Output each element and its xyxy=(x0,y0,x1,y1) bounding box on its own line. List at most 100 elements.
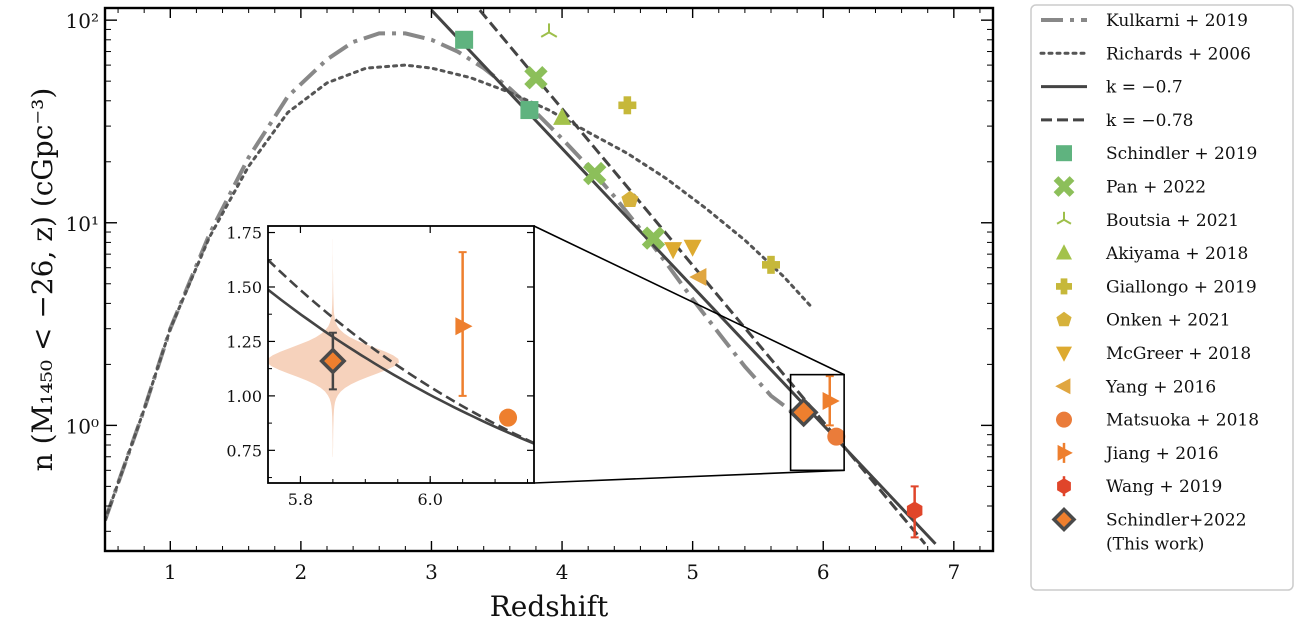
legend-label-point-3: Akiyama + 2018 xyxy=(1105,244,1248,264)
legend-marker-6 xyxy=(1056,346,1072,362)
inset-line-dashed xyxy=(268,258,534,445)
xtick-label-0: 1 xyxy=(164,560,177,584)
legend-marker-11-shape xyxy=(1051,507,1077,532)
inset-ytick-label-2: 1.25 xyxy=(226,332,262,351)
line-series-0 xyxy=(105,31,799,521)
legend-label-point-1: Pan + 2022 xyxy=(1106,178,1206,198)
inset-point-0 xyxy=(319,347,347,375)
inset-frame xyxy=(267,225,535,484)
point-3-0-shape xyxy=(553,107,572,125)
point-1-2-stroke-b xyxy=(641,226,666,250)
inset-line-solid xyxy=(268,288,534,445)
legend-marker-8-shape xyxy=(1056,411,1072,428)
ytick-label-0: 10⁰ xyxy=(66,414,99,438)
point-0-0 xyxy=(455,30,474,49)
inset-ytick-label-1: 1.00 xyxy=(226,387,262,406)
legend-marker-9-shape xyxy=(1057,444,1073,461)
point-6-1-shape xyxy=(683,239,702,257)
point-9-0 xyxy=(822,392,840,410)
legend-label-point-11: Schindler+2022 xyxy=(1106,511,1247,531)
legend-label-line-3: k = −0.78 xyxy=(1106,111,1193,131)
legend-label-point-11-line2: (This work) xyxy=(1106,535,1204,555)
inset-xtick-label-1: 6.0 xyxy=(417,490,442,509)
legend-marker-10 xyxy=(1057,478,1071,495)
point-1-1 xyxy=(583,161,607,186)
xtick-label-3: 4 xyxy=(556,560,569,584)
y-axis-label: n (M₁₄₅₀ < −26, z) (cGpc⁻³) xyxy=(26,88,59,472)
zoom-box xyxy=(789,373,845,472)
inset-ytick-label-4: 1.75 xyxy=(226,224,262,243)
point-0-1-shape xyxy=(520,101,539,120)
legend-marker-10-shape xyxy=(1057,478,1071,495)
legend-marker-9 xyxy=(1057,444,1073,461)
point-5-0-shape xyxy=(621,190,639,207)
point-1-2 xyxy=(641,226,666,250)
point-7-0-shape xyxy=(689,268,707,286)
points-group xyxy=(455,23,923,539)
point-1-1-stroke-b xyxy=(583,161,607,186)
inset-point-2-shape xyxy=(499,408,518,427)
legend-label-point-10: Wang + 2019 xyxy=(1106,477,1222,497)
point-6-0 xyxy=(664,242,683,260)
legend-label-line-1: Richards + 2006 xyxy=(1106,44,1251,64)
legend-marker-4-bar-v xyxy=(1060,278,1068,295)
ytick-label-2: 10² xyxy=(66,9,99,33)
point-10-0-shape xyxy=(906,501,923,520)
legend: Kulkarni + 2019 Richards + 2006 k = −0.7 k … xyxy=(1030,4,1294,591)
zoom-connector-bottom xyxy=(533,469,845,484)
inset-ytick-label-3: 1.50 xyxy=(226,278,262,297)
xtick-label-6: 7 xyxy=(947,560,960,584)
point-8-0 xyxy=(827,427,846,446)
point-4-1-bar-v xyxy=(767,255,775,274)
point-2-0-arm-c xyxy=(548,31,558,38)
point-7-0 xyxy=(689,268,707,286)
inset-point-1 xyxy=(455,317,473,336)
legend-marker-5 xyxy=(1056,311,1072,327)
legend-label-line-0: Kulkarni + 2019 xyxy=(1106,11,1248,31)
legend-label-point-6: McGreer + 2018 xyxy=(1106,344,1251,364)
x-axis: 1 2 3 4 5 6 7 xyxy=(117,8,981,584)
legend-label-point-4: Giallongo + 2019 xyxy=(1106,277,1257,297)
legend-marker-2-arm-c xyxy=(1063,218,1072,225)
xtick-label-4: 5 xyxy=(686,560,699,584)
point-11-0-shape xyxy=(788,397,819,428)
inset-content xyxy=(268,239,534,457)
legend-marker-3-shape xyxy=(1056,244,1072,260)
legend-label-point-9: Jiang + 2016 xyxy=(1104,444,1219,464)
point-4-0 xyxy=(618,96,637,115)
legend-marker-5-shape xyxy=(1056,311,1072,327)
point-2-0-arm-b xyxy=(540,31,550,38)
inset-point-1-shape xyxy=(455,317,473,336)
inset-point-2 xyxy=(499,408,518,427)
legend-marker-8 xyxy=(1056,411,1072,428)
xtick-label-5: 6 xyxy=(817,560,830,584)
legend-marker-2-arm-b xyxy=(1056,218,1065,225)
legend-label-point-8: Matsuoka + 2018 xyxy=(1106,411,1259,431)
inset-group: 0.75 1.00 1.25 1.50 1.75 5.8 6.0 xyxy=(226,224,535,509)
legend-label-line-2: k = −0.7 xyxy=(1106,78,1183,98)
xtick-label-2: 3 xyxy=(425,560,438,584)
axes-frame xyxy=(103,6,995,553)
legend-marker-3 xyxy=(1056,244,1072,260)
legend-marker-7-shape xyxy=(1055,378,1071,395)
legend-marker-0 xyxy=(1056,145,1072,162)
legend-label-point-0: Schindler + 2019 xyxy=(1106,144,1257,164)
inset-ytick-label-0: 0.75 xyxy=(226,441,262,460)
point-1-0-stroke-b xyxy=(524,66,548,90)
point-10-0 xyxy=(906,501,923,520)
point-8-0-shape xyxy=(827,427,846,446)
ytick-label-1: 10¹ xyxy=(66,212,99,236)
line-series-1 xyxy=(105,63,812,522)
zoom-connector-top xyxy=(533,225,845,376)
legend-marker-7 xyxy=(1055,378,1071,395)
point-9-0-shape xyxy=(822,392,840,410)
point-2-0 xyxy=(540,23,558,38)
line-series-3 xyxy=(478,9,927,545)
legend-label-point-7: Yang + 2016 xyxy=(1105,377,1216,397)
legend-marker-6-shape xyxy=(1056,346,1072,362)
point-6-0-shape xyxy=(664,242,683,260)
legend-label-point-5: Onken + 2021 xyxy=(1106,311,1231,331)
point-4-1 xyxy=(762,255,780,274)
legend-marker-2 xyxy=(1056,211,1072,225)
